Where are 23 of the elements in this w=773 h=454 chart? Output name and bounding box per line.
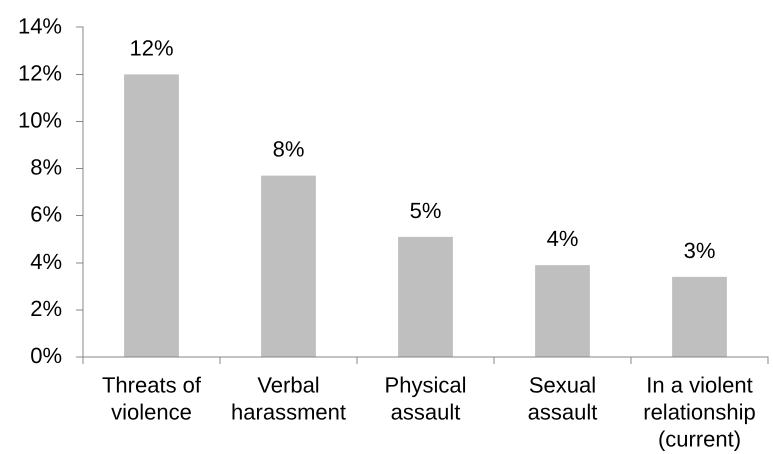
x-tick-label: Physical assault	[384, 372, 466, 425]
data-label: 12%	[129, 35, 174, 60]
y-tick-label: 6%	[30, 202, 62, 227]
bar	[672, 276, 727, 356]
bar	[261, 176, 316, 356]
y-tick-label: 0%	[30, 343, 62, 368]
y-tick-label: 12%	[18, 60, 62, 86]
data-label: 8%	[272, 136, 304, 162]
x-tick-label: In a violent relationship (current)	[643, 372, 756, 452]
bar	[535, 265, 590, 356]
y-tick-label: 14%	[18, 13, 62, 38]
y-tick-label: 2%	[30, 296, 62, 321]
data-label: 3%	[684, 238, 716, 263]
data-label: 4%	[546, 226, 578, 252]
x-tick-label: Sexual assault	[528, 372, 598, 425]
data-label: 5%	[410, 198, 442, 223]
bar	[124, 74, 179, 356]
y-tick-label: 10%	[18, 107, 62, 132]
bar	[398, 236, 453, 356]
x-tick-label: Threats of violence	[102, 372, 202, 425]
y-tick-label: 4%	[30, 248, 62, 274]
y-tick-label: 8%	[30, 154, 62, 180]
x-tick-label: Verbal harassment	[231, 372, 346, 425]
